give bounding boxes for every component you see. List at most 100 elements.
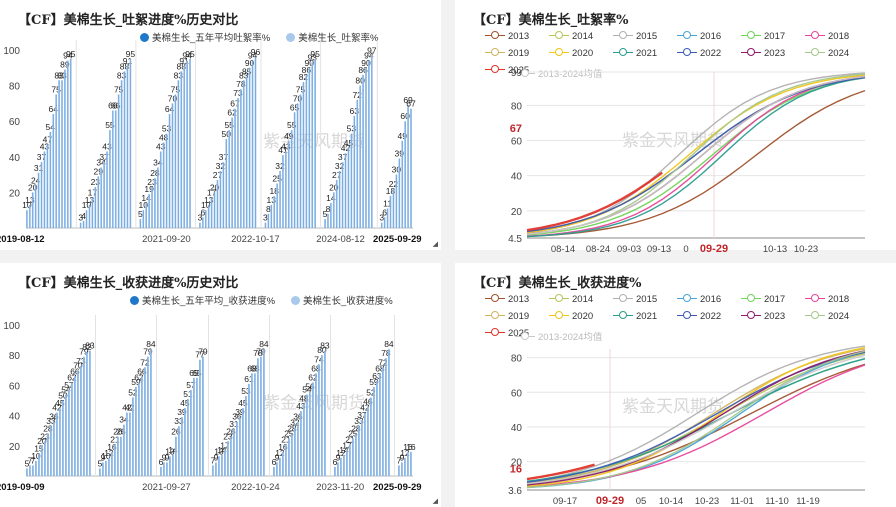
avg-bar — [89, 204, 90, 228]
bar-data-label: 42 — [125, 403, 135, 413]
legend-item-2020[interactable]: 2020 — [549, 47, 613, 64]
legend-item-2024[interactable]: 2024 — [805, 310, 869, 327]
bar-data-label: 19 — [144, 184, 154, 194]
bar-data-label: 13 — [85, 195, 95, 205]
y-tick-label: 3.6 — [508, 486, 522, 497]
x-tick-label: 10-13 — [763, 244, 787, 255]
avg-bar — [361, 420, 363, 476]
x-tick-label: 10-23 — [794, 244, 818, 255]
series-line-2016 — [526, 351, 866, 489]
avg-bar — [324, 350, 326, 476]
legend-item-avg[interactable]: 美棉生长_五年平均_收获进度% — [130, 293, 275, 307]
x-tick-label: 09-29 — [700, 243, 728, 255]
bar-data-label: 30 — [392, 165, 402, 175]
avg-bar — [205, 210, 207, 228]
bar-data-label: 84 — [146, 339, 156, 349]
bar-data-label: 39 — [395, 149, 405, 159]
legend-item-2018[interactable]: 2018 — [805, 30, 869, 47]
bar-data-label: 55 — [287, 120, 297, 130]
legend-item-2020[interactable]: 2020 — [549, 310, 613, 327]
avg-bar — [294, 427, 296, 476]
legend-swatch-icon — [485, 310, 505, 320]
bar-data-label: 50 — [222, 129, 232, 139]
bar-data-label: 89 — [60, 60, 70, 70]
bar-data-label: 9 — [162, 452, 167, 462]
avg-bar — [221, 454, 223, 476]
legend-item-2018[interactable]: 2018 — [805, 293, 869, 310]
avg-bar — [309, 391, 311, 476]
bar-data-label: 20 — [28, 182, 38, 192]
legend-item-2017[interactable]: 2017 — [741, 293, 805, 310]
avg-bar — [252, 60, 253, 229]
legend-item-2019[interactable]: 2019 — [485, 310, 549, 327]
avg-bar — [196, 377, 198, 476]
y-tick-label: 80 — [511, 101, 523, 112]
legend-label: 2017 — [764, 31, 786, 42]
bar-data-label: 61 — [244, 374, 254, 384]
x-tick-label: 09-17 — [553, 496, 577, 507]
legend-swatch-icon — [613, 310, 633, 320]
legend-item-2016[interactable]: 2016 — [677, 293, 741, 310]
bar-data-label: 52 — [366, 387, 376, 397]
legend-item-2013[interactable]: 2013 — [485, 293, 549, 310]
avg-bar — [257, 358, 259, 476]
legend-item-2019[interactable]: 2019 — [485, 47, 549, 64]
avg-bar — [291, 433, 293, 476]
bar-data-label: 10 — [31, 451, 41, 461]
avg-bar — [279, 171, 281, 228]
legend-item-2015[interactable]: 2015 — [613, 293, 677, 310]
avg-bar — [35, 460, 37, 476]
legend-item-2017[interactable]: 2017 — [741, 30, 805, 47]
bar-data-label: 14 — [168, 445, 178, 455]
avg-bar — [129, 412, 131, 476]
legend-item-2025[interactable]: 2025 — [485, 327, 549, 344]
legend-item-2021[interactable]: 2021 — [613, 310, 677, 327]
bar-data-label: 95 — [310, 49, 320, 59]
legend-item-current[interactable]: 美棉生长_吐絮率% — [286, 30, 378, 44]
avg-bar — [99, 468, 101, 476]
bar-data-label: 15 — [34, 443, 44, 453]
bar-data-label: 43 — [40, 141, 50, 151]
legend-item-current[interactable]: 美棉生长_收获进度% — [291, 293, 393, 307]
bar-data-label: 82 — [82, 342, 92, 352]
bar-data-label: 75 — [296, 85, 306, 95]
year-legend: 2013 2014 2015 2016 2017 2018 2019 2020 2021 2022… — [485, 293, 885, 344]
legend-item-average[interactable]: 2013-2024均值 — [515, 329, 602, 343]
legend-item-2016[interactable]: 2016 — [677, 30, 741, 47]
resize-corner-icon[interactable]: ◢ — [432, 241, 438, 248]
avg-bar — [38, 453, 40, 476]
avg-bar — [178, 426, 180, 476]
x-tick-label: 2023-11-20 — [316, 482, 364, 493]
bar-data-label: 26 — [171, 427, 181, 437]
avg-bar — [371, 55, 373, 229]
legend-item-2015[interactable]: 2015 — [613, 30, 677, 47]
avg-bar — [50, 131, 51, 228]
resize-corner-icon[interactable]: ◢ — [432, 498, 438, 505]
avg-bar — [117, 436, 119, 476]
y-tick-label: 60 — [511, 388, 523, 399]
legend-item-2023[interactable]: 2023 — [741, 310, 805, 327]
legend-item-2021[interactable]: 2021 — [613, 47, 677, 64]
legend-item-2025[interactable]: 2025 — [485, 64, 549, 81]
bar-data-label: 83 — [85, 341, 95, 351]
bar-data-label: 88 — [120, 61, 130, 71]
legend-item-2013[interactable]: 2013 — [485, 30, 549, 47]
legend-item-average[interactable]: 2013-2024均值 — [515, 66, 602, 80]
legend-item-avg[interactable]: 美棉生长_五年平均吐絮率% — [140, 30, 270, 44]
bar-data-label: 13 — [267, 195, 277, 205]
legend-item-2014[interactable]: 2014 — [549, 30, 613, 47]
legend-item-2022[interactable]: 2022 — [677, 47, 741, 64]
bar-data-label: 39 — [235, 407, 245, 417]
avg-bar — [349, 444, 351, 476]
series-line-2020 — [526, 74, 866, 234]
avg-bar — [303, 82, 304, 228]
legend-item-2023[interactable]: 2023 — [741, 47, 805, 64]
avg-bar — [227, 441, 229, 476]
avg-bar — [160, 466, 162, 476]
legend-swatch-icon — [485, 30, 505, 40]
legend-item-2024[interactable]: 2024 — [805, 47, 869, 64]
legend-item-2022[interactable]: 2022 — [677, 310, 741, 327]
avg-bar — [112, 110, 114, 228]
legend-item-2014[interactable]: 2014 — [549, 293, 613, 310]
x-tick-label: 2025-09-29 — [373, 234, 422, 245]
